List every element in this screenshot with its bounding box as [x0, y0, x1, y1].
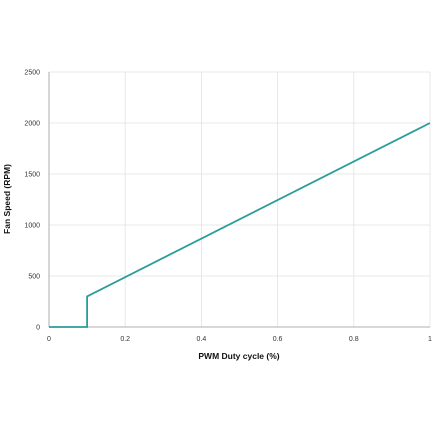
x-tick-label: 0.6 — [273, 336, 283, 343]
y-axis-title: Fan Speed (RPM) — [2, 164, 12, 234]
x-tick-label: 0 — [47, 336, 51, 343]
x-tick-label: 0.8 — [349, 336, 359, 343]
series-line — [49, 122, 431, 328]
grid — [49, 71, 431, 327]
axes — [48, 72, 430, 328]
x-tick-label: 1 — [428, 336, 432, 343]
y-tick-label: 2000 — [24, 121, 40, 128]
tick-labels: 0 500 1000 1500 2000 2500 0 0.2 0.4 0.6 0.8 1 — [24, 70, 432, 344]
y-tick-label: 1000 — [24, 223, 40, 230]
y-tick-label: 0 — [36, 325, 40, 332]
y-tick-label: 500 — [28, 274, 40, 281]
x-tick-label: 0.4 — [197, 336, 207, 343]
x-axis-title: PWM Duty cycle (%) — [198, 351, 279, 361]
y-tick-label: 2500 — [24, 70, 40, 77]
x-tick-label: 0.2 — [120, 336, 130, 343]
y-tick-label: 1500 — [24, 172, 40, 179]
series — [49, 122, 431, 328]
